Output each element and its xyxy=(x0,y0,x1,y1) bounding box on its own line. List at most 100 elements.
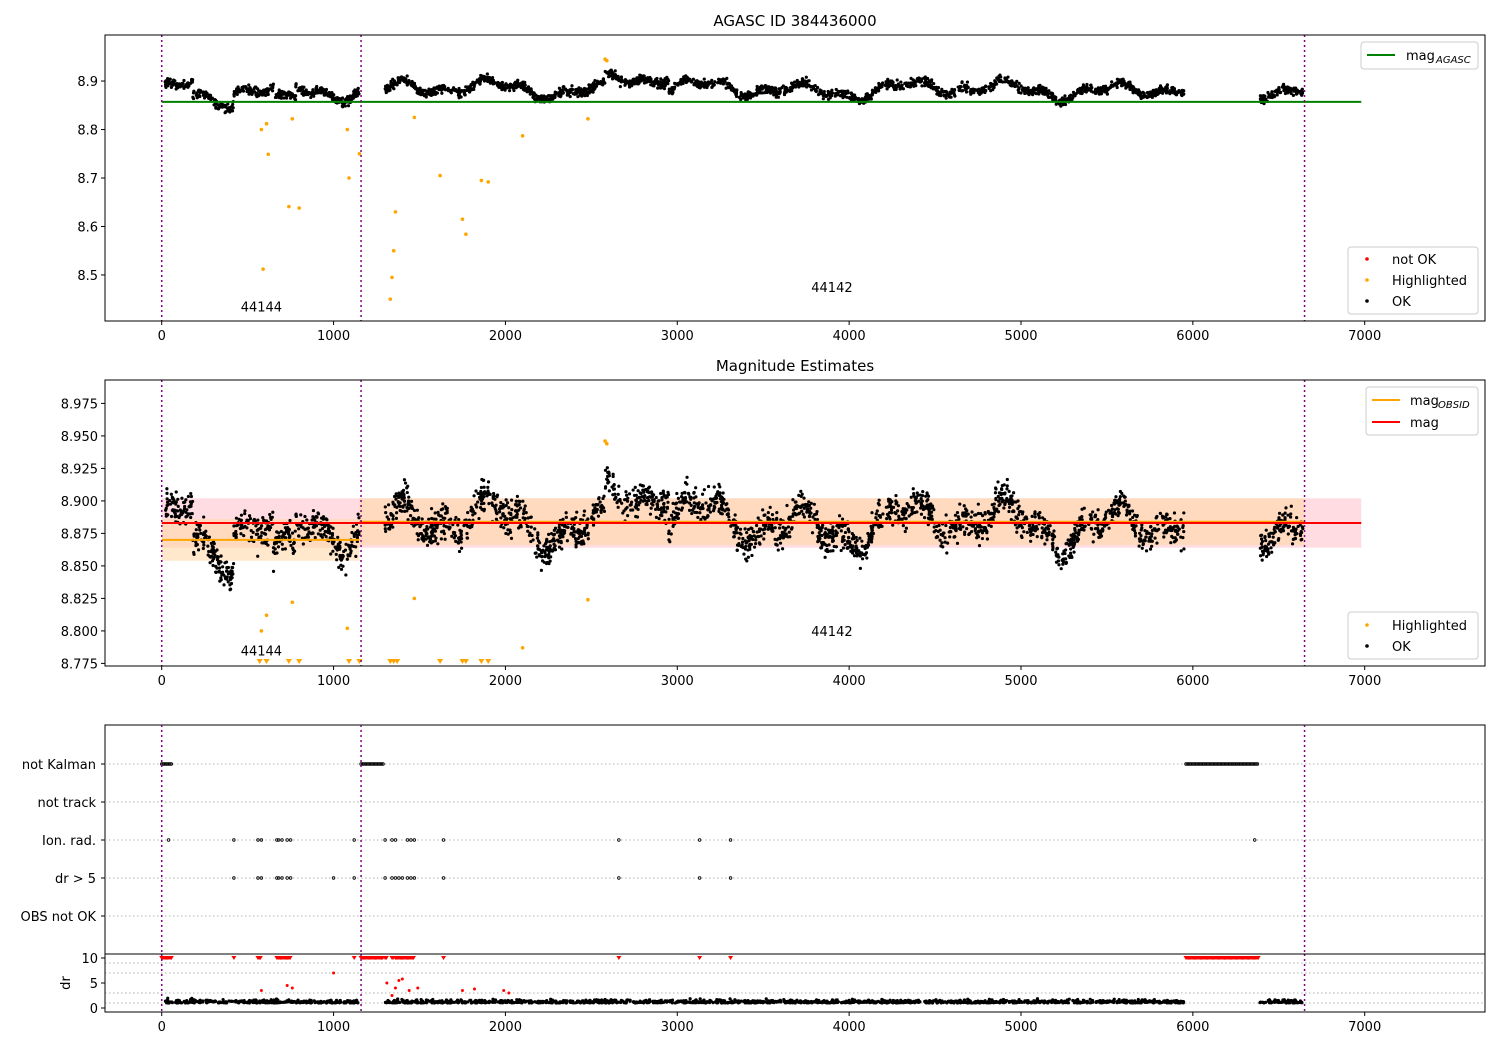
ok-point xyxy=(490,501,493,504)
ok-point xyxy=(197,548,200,551)
ok-point xyxy=(1034,515,1037,518)
ok-point xyxy=(671,92,674,95)
ok-point xyxy=(450,91,453,94)
ok-point xyxy=(494,509,497,512)
ok-point xyxy=(592,503,595,506)
ok-point xyxy=(750,535,753,538)
ok-point xyxy=(619,85,622,88)
ok-point xyxy=(887,514,890,517)
ok-point xyxy=(801,77,804,80)
ok-point xyxy=(501,84,504,87)
ok-point xyxy=(262,541,265,544)
ok-point xyxy=(1113,499,1116,502)
ok-point xyxy=(1006,484,1009,487)
ok-point xyxy=(626,514,629,517)
ok-point xyxy=(198,95,201,98)
ok-point xyxy=(252,531,255,534)
ok-point xyxy=(202,515,205,518)
ok-point xyxy=(472,87,475,90)
ok-point xyxy=(605,478,608,481)
ok-point xyxy=(1128,87,1131,90)
ok-point xyxy=(1145,549,1148,552)
ok-point xyxy=(440,508,443,511)
ok-point xyxy=(518,503,521,506)
ok-point xyxy=(835,88,838,91)
ok-point xyxy=(200,90,203,93)
ok-point xyxy=(173,501,176,504)
ok-point xyxy=(202,543,205,546)
ok-point xyxy=(912,85,915,88)
ok-point xyxy=(1046,535,1049,538)
ok-point xyxy=(1140,526,1143,529)
ok-point xyxy=(970,510,973,513)
ok-point xyxy=(774,87,777,90)
ok-point xyxy=(208,561,211,564)
ok-point xyxy=(1114,495,1117,498)
ok-point xyxy=(769,92,772,95)
y-tick-label: 8.8 xyxy=(77,124,98,139)
ok-point xyxy=(1041,526,1044,529)
ok-point xyxy=(219,576,222,579)
ok-point xyxy=(858,551,861,554)
ok-point xyxy=(323,533,326,536)
ok-point xyxy=(714,501,717,504)
ok-point xyxy=(994,491,997,494)
legend-label: mag xyxy=(1406,49,1435,64)
ok-point xyxy=(218,580,221,583)
ok-point xyxy=(176,509,179,512)
ok-point xyxy=(404,481,407,484)
ok-point xyxy=(346,553,349,556)
ok-point xyxy=(1131,516,1134,519)
ok-point xyxy=(1031,515,1034,518)
ok-point xyxy=(436,91,439,94)
ok-point xyxy=(166,503,169,506)
ok-point xyxy=(997,510,1000,513)
ok-point xyxy=(1139,537,1142,540)
y-tick-label: 8.9 xyxy=(77,75,98,90)
ok-point xyxy=(1277,90,1280,93)
ok-point xyxy=(1142,543,1145,546)
ok-point xyxy=(1173,92,1176,95)
ok-point xyxy=(920,513,923,516)
ok-point xyxy=(939,529,942,532)
ok-point xyxy=(264,90,267,93)
ok-point xyxy=(275,551,278,554)
ok-point xyxy=(754,538,757,541)
ok-point xyxy=(671,502,674,505)
ok-point xyxy=(291,547,294,550)
ok-point xyxy=(187,84,190,87)
ok-point xyxy=(617,493,620,496)
ok-point xyxy=(973,513,976,516)
ok-point xyxy=(182,79,185,82)
ok-point xyxy=(192,91,195,94)
ok-point xyxy=(981,537,984,540)
highlighted-point xyxy=(438,174,442,178)
ok-point xyxy=(801,493,804,496)
ok-point xyxy=(655,502,658,505)
ok-point xyxy=(913,79,916,82)
ok-point xyxy=(987,87,990,90)
ok-point xyxy=(1090,90,1093,93)
ok-point xyxy=(1031,93,1034,96)
ok-point xyxy=(547,553,550,556)
ok-point xyxy=(599,500,602,503)
ok-point xyxy=(427,518,430,521)
ok-point xyxy=(238,90,241,93)
ok-point xyxy=(656,87,659,90)
ok-point xyxy=(390,513,393,516)
ok-point xyxy=(315,85,318,88)
ok-point xyxy=(1026,531,1029,534)
ok-point xyxy=(797,85,800,88)
ok-point xyxy=(788,516,791,519)
ok-point xyxy=(477,517,480,520)
ok-point xyxy=(617,506,620,509)
ok-point xyxy=(634,515,637,518)
ok-point xyxy=(406,491,409,494)
ok-point xyxy=(660,514,663,517)
ok-point xyxy=(223,561,226,564)
ok-point xyxy=(831,535,834,538)
ok-point xyxy=(171,497,174,500)
ok-point xyxy=(1020,536,1023,539)
ok-point xyxy=(331,534,334,537)
ok-point xyxy=(515,516,518,519)
